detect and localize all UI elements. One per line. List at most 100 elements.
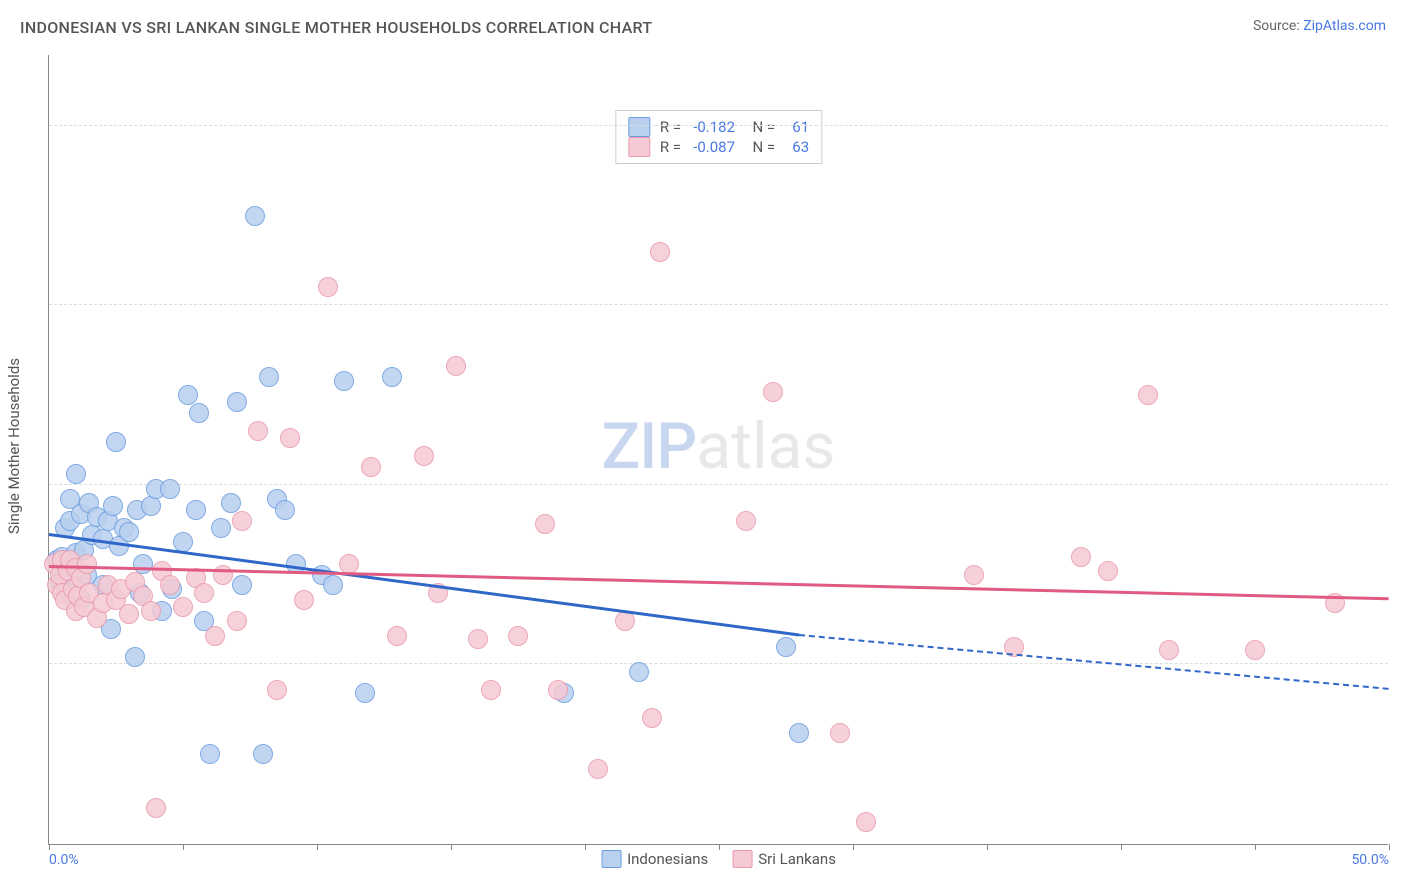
plot-area: ZIPatlas R = -0.182 N = 61 R = -0.087 N … <box>48 55 1388 845</box>
scatter-point <box>141 496 161 516</box>
scatter-point <box>830 723 850 743</box>
scatter-point <box>186 500 206 520</box>
legend-row: R = -0.087 N = 63 <box>628 137 809 157</box>
source-label: Source: <box>1253 18 1303 34</box>
scatter-point <box>213 565 233 585</box>
legend-row: R = -0.182 N = 61 <box>628 117 809 137</box>
legend-swatch <box>628 117 650 137</box>
scatter-point <box>334 371 354 391</box>
gridline <box>49 304 1388 305</box>
scatter-point <box>221 493 241 513</box>
scatter-point <box>736 511 756 531</box>
scatter-point <box>294 590 314 610</box>
scatter-point <box>763 382 783 402</box>
scatter-point <box>856 812 876 832</box>
scatter-point <box>227 611 247 631</box>
x-tick-mark <box>1389 844 1390 850</box>
scatter-point <box>588 759 608 779</box>
scatter-point <box>318 277 338 297</box>
scatter-point <box>776 637 796 657</box>
x-tick-mark <box>183 844 184 850</box>
scatter-point <box>227 392 247 412</box>
scatter-point <box>629 662 649 682</box>
scatter-point <box>642 708 662 728</box>
x-tick-label: 0.0% <box>49 852 79 868</box>
legend-swatch <box>732 850 752 868</box>
scatter-point <box>119 604 139 624</box>
scatter-point <box>267 680 287 700</box>
scatter-point <box>1159 640 1179 660</box>
scatter-point <box>650 242 670 262</box>
scatter-point <box>481 680 501 700</box>
source-attribution: Source: ZipAtlas.com <box>1253 18 1386 34</box>
trend-line <box>799 634 1389 690</box>
scatter-point <box>259 367 279 387</box>
scatter-point <box>232 575 252 595</box>
scatter-point <box>446 356 466 376</box>
scatter-point <box>535 514 555 534</box>
source-link[interactable]: ZipAtlas.com <box>1303 18 1386 34</box>
scatter-point <box>125 647 145 667</box>
scatter-point <box>387 626 407 646</box>
x-tick-mark <box>853 844 854 850</box>
legend-n-label: N = <box>745 118 775 136</box>
scatter-point <box>194 583 214 603</box>
scatter-point <box>106 432 126 452</box>
gridline <box>49 125 1388 126</box>
scatter-point <box>789 723 809 743</box>
x-tick-mark <box>1255 844 1256 850</box>
scatter-point <box>77 554 97 574</box>
scatter-point <box>1245 640 1265 660</box>
scatter-point <box>548 680 568 700</box>
scatter-point <box>146 798 166 818</box>
scatter-point <box>1071 547 1091 567</box>
x-tick-mark <box>1121 844 1122 850</box>
scatter-point <box>133 554 153 574</box>
scatter-point <box>189 403 209 423</box>
scatter-point <box>248 421 268 441</box>
legend-n-value: 63 <box>781 138 809 156</box>
scatter-point <box>1138 385 1158 405</box>
scatter-point <box>200 744 220 764</box>
scatter-point <box>253 744 273 764</box>
legend-item: Sri Lankans <box>732 850 836 868</box>
scatter-point <box>280 428 300 448</box>
series-legend: Indonesians Sri Lankans <box>601 850 836 868</box>
scatter-point <box>468 629 488 649</box>
watermark: ZIPatlas <box>602 408 836 483</box>
chart-title: INDONESIAN VS SRI LANKAN SINGLE MOTHER H… <box>20 18 652 37</box>
correlation-legend: R = -0.182 N = 61 R = -0.087 N = 63 <box>615 110 822 164</box>
scatter-point <box>103 496 123 516</box>
scatter-point <box>361 457 381 477</box>
scatter-point <box>615 611 635 631</box>
scatter-point <box>414 446 434 466</box>
x-tick-mark <box>719 844 720 850</box>
scatter-point <box>508 626 528 646</box>
scatter-point <box>66 464 86 484</box>
scatter-point <box>1098 561 1118 581</box>
x-tick-mark <box>49 844 50 850</box>
legend-n-value: 61 <box>781 118 809 136</box>
y-axis-label: Single Mother Households <box>5 358 23 534</box>
legend-r-value: -0.087 <box>687 138 735 156</box>
scatter-point <box>160 479 180 499</box>
gridline <box>49 663 1388 664</box>
gridline <box>49 484 1388 485</box>
scatter-point <box>141 601 161 621</box>
scatter-point <box>173 597 193 617</box>
scatter-point <box>232 511 252 531</box>
scatter-point <box>119 522 139 542</box>
x-tick-label: 50.0% <box>1351 852 1389 868</box>
scatter-point <box>211 518 231 538</box>
scatter-point <box>339 554 359 574</box>
watermark-zip: ZIP <box>602 408 697 483</box>
watermark-atlas: atlas <box>696 408 835 483</box>
legend-swatch <box>601 850 621 868</box>
scatter-point <box>964 565 984 585</box>
scatter-point <box>178 385 198 405</box>
legend-series-name: Sri Lankans <box>758 850 836 868</box>
x-tick-mark <box>317 844 318 850</box>
scatter-point <box>275 500 295 520</box>
scatter-point <box>160 575 180 595</box>
legend-r-value: -0.182 <box>687 118 735 136</box>
